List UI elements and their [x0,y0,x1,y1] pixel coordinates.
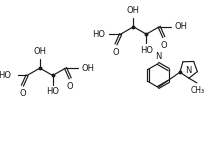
Text: N: N [155,52,161,61]
Text: N: N [185,66,191,75]
Text: OH: OH [33,47,46,56]
Text: HO: HO [92,30,105,39]
Text: OH: OH [127,6,140,15]
Text: O: O [160,41,167,50]
Text: O: O [67,82,74,91]
Text: HO: HO [46,87,59,96]
Text: HO: HO [140,46,153,55]
Text: HO: HO [0,71,12,80]
Text: CH₃: CH₃ [191,86,205,95]
Text: OH: OH [81,64,94,73]
Text: O: O [113,48,119,57]
Text: O: O [19,89,26,98]
Text: OH: OH [175,22,188,31]
